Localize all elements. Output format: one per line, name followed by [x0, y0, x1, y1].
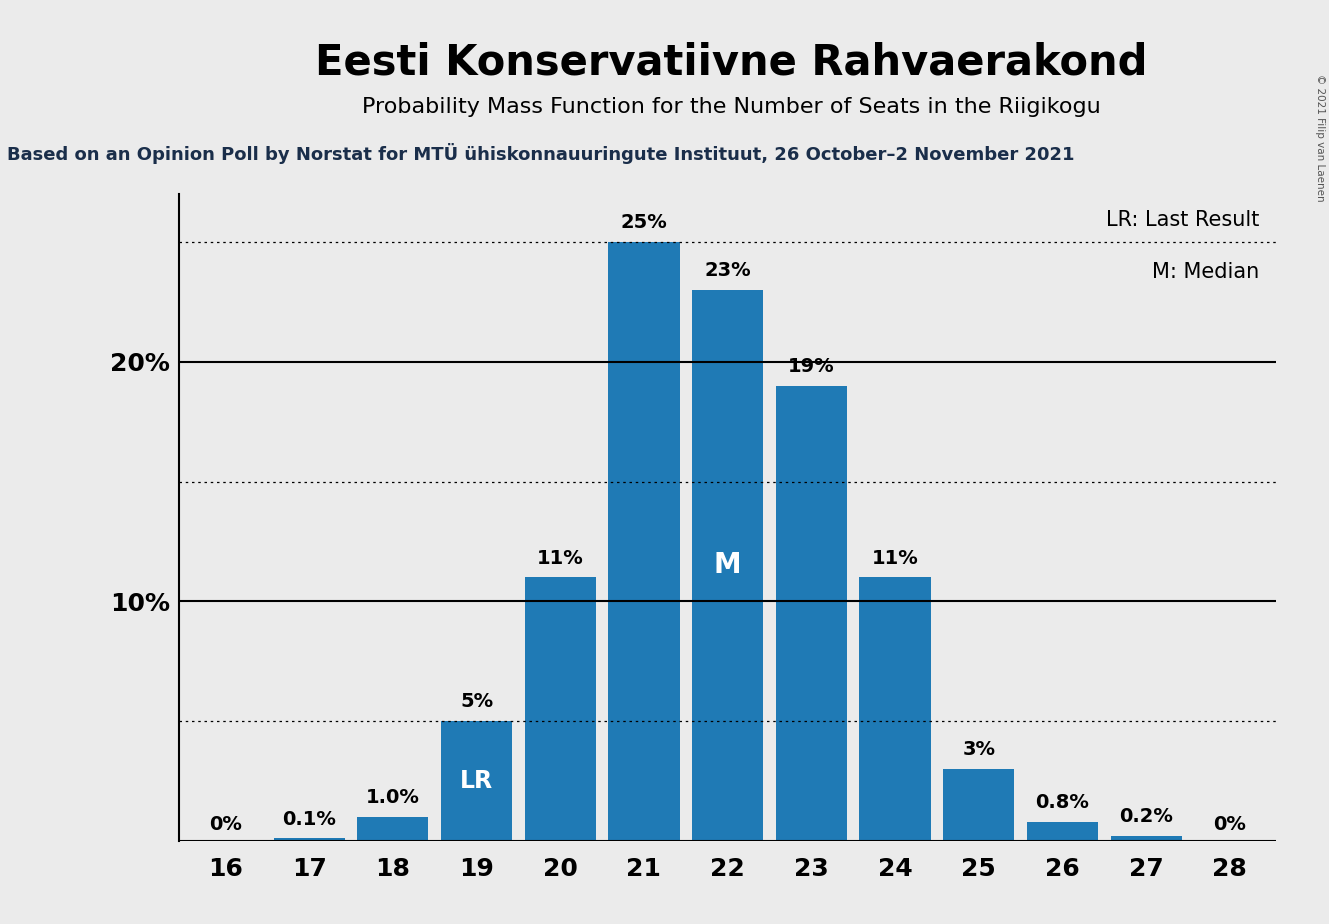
Text: 11%: 11%	[872, 549, 918, 567]
Text: 0.2%: 0.2%	[1119, 808, 1174, 826]
Bar	[1027, 821, 1098, 841]
Text: 1.0%: 1.0%	[365, 788, 420, 808]
Text: 3%: 3%	[962, 740, 995, 760]
Text: 5%: 5%	[460, 692, 493, 711]
Bar	[944, 769, 1014, 841]
Text: 0.8%: 0.8%	[1035, 793, 1090, 812]
Bar	[274, 838, 344, 841]
Text: 0%: 0%	[1213, 815, 1247, 833]
Text: Eesti Konservatiivne Rahvaerakond: Eesti Konservatiivne Rahvaerakond	[315, 42, 1147, 83]
Text: M: Median: M: Median	[1152, 262, 1260, 282]
Bar	[609, 242, 679, 841]
Text: Based on an Opinion Poll by Norstat for MTÜ ühiskonnauuringute Instituut, 26 Oct: Based on an Opinion Poll by Norstat for …	[7, 143, 1074, 164]
Text: 19%: 19%	[788, 357, 835, 376]
Bar	[860, 578, 930, 841]
Bar	[358, 817, 428, 841]
Text: 11%: 11%	[537, 549, 583, 567]
Text: Probability Mass Function for the Number of Seats in the Riigikogu: Probability Mass Function for the Number…	[361, 97, 1100, 117]
Bar	[1111, 836, 1181, 841]
Text: 0.1%: 0.1%	[282, 809, 336, 829]
Text: LR: Last Result: LR: Last Result	[1106, 211, 1260, 230]
Text: 25%: 25%	[621, 213, 667, 232]
Text: © 2021 Filip van Laenen: © 2021 Filip van Laenen	[1314, 74, 1325, 201]
Text: M: M	[714, 552, 742, 579]
Bar	[441, 721, 512, 841]
Text: LR: LR	[460, 769, 493, 793]
Text: 0%: 0%	[209, 815, 242, 833]
Text: 23%: 23%	[704, 261, 751, 280]
Bar	[776, 385, 847, 841]
Bar	[692, 290, 763, 841]
Bar	[525, 578, 595, 841]
